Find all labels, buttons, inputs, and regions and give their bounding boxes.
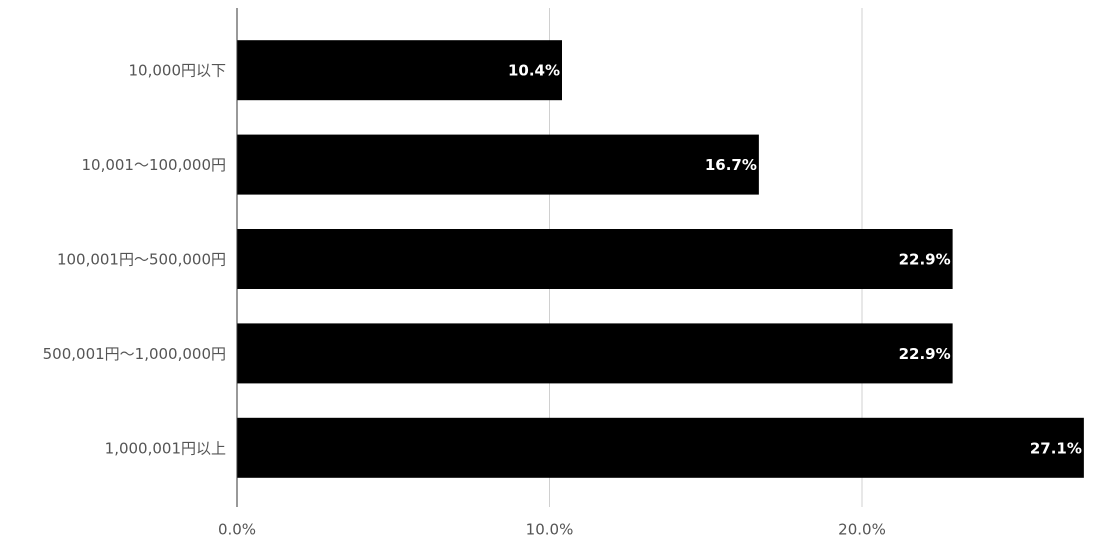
bar	[237, 323, 953, 384]
bar	[237, 229, 953, 289]
bar	[237, 417, 1084, 478]
bar	[237, 134, 759, 195]
x-tick-label: 10.0%	[526, 521, 574, 539]
x-tick-label: 20.0%	[838, 521, 886, 539]
x-tick-label: 0.0%	[218, 521, 256, 539]
y-tick-label: 500,001円〜1,000,000円	[43, 345, 226, 363]
value-label: 22.9%	[899, 345, 951, 363]
value-label: 16.7%	[705, 156, 757, 174]
value-label: 27.1%	[1030, 439, 1082, 457]
y-tick-label: 10,001〜100,000円	[81, 156, 226, 174]
y-tick-label: 100,001円〜500,000円	[57, 251, 226, 269]
y-tick-label: 1,000,001円以上	[105, 439, 226, 457]
value-label: 10.4%	[508, 62, 560, 80]
bar	[237, 40, 562, 101]
value-label: 22.9%	[899, 251, 951, 269]
y-tick-label: 10,000円以下	[129, 62, 227, 80]
